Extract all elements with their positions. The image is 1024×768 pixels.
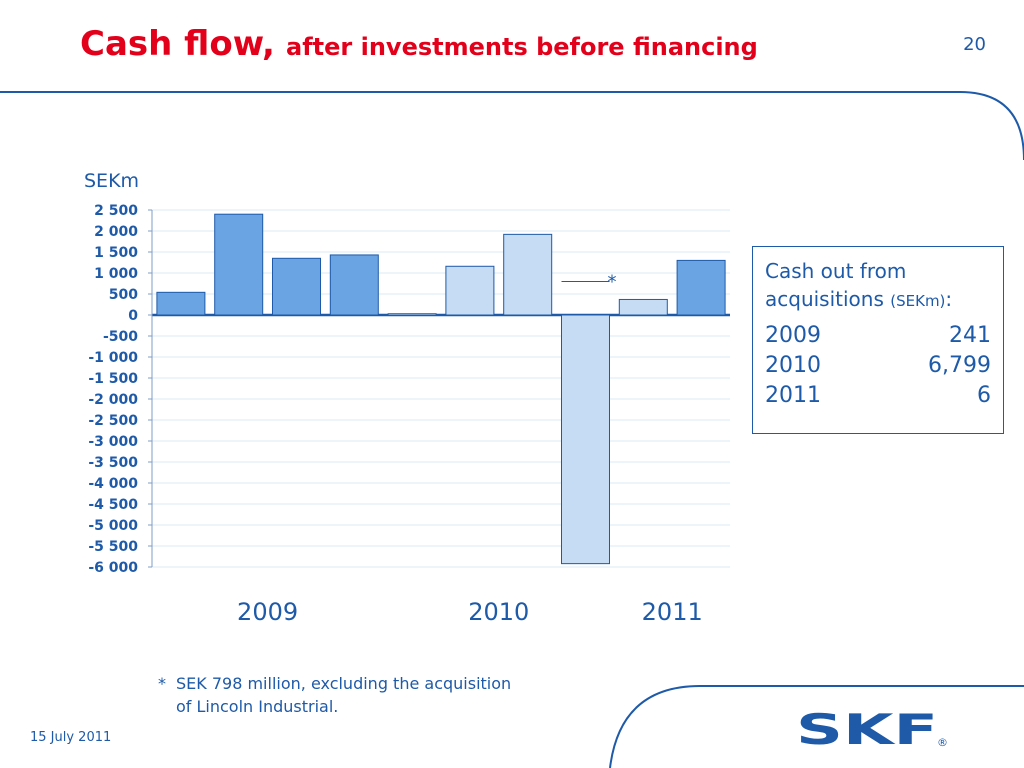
bar xyxy=(329,254,379,316)
y-axis: 2 500 2 000 1 500 1 000 500 0 -500 -1 000 -1 500… xyxy=(88,203,153,576)
y-tick-label: 0 xyxy=(128,308,138,324)
logo-text: SKF xyxy=(796,706,938,750)
page-title: Cash flow, after investments before fina… xyxy=(80,24,758,64)
box-row-2011: 2011 6 xyxy=(765,381,991,411)
box-title-line1: Cash out from xyxy=(765,259,907,283)
box-rows: 2009 241 2010 6,799 2011 6 xyxy=(765,321,991,411)
bar xyxy=(272,257,321,316)
box-row-year: 2009 xyxy=(765,323,821,348)
date-label: 15 July 2011 xyxy=(30,730,112,745)
y-tick-label: -5 500 xyxy=(88,539,138,555)
bar xyxy=(618,298,668,316)
y-tick-label: -1 500 xyxy=(88,371,138,387)
footnote-text1: SEK 798 million, excluding the acquisiti… xyxy=(176,674,512,693)
title-main: Cash flow, xyxy=(80,24,275,64)
bar xyxy=(387,313,437,316)
box-row-value: 6 xyxy=(977,383,991,408)
year-label: 2010 xyxy=(468,598,529,626)
annotation: * xyxy=(561,271,617,292)
bar xyxy=(503,233,553,316)
y-tick-label: -4 500 xyxy=(88,497,138,513)
y-tick-label: 2 000 xyxy=(94,224,138,240)
box-title-line2: acquisitions (SEKm): xyxy=(765,285,991,315)
y-tick-label: -4 000 xyxy=(88,476,138,492)
bar xyxy=(214,213,264,316)
y-tick-label: -3 500 xyxy=(88,455,138,471)
bar xyxy=(561,314,610,565)
skf-logo: SKF ® xyxy=(796,706,948,750)
acquisitions-box: Cash out from acquisitions (SEKm): 2009 … xyxy=(752,246,1004,434)
footnote: * SEK 798 million, excluding the acquisit… xyxy=(158,672,511,718)
title-sub: after investments before financing xyxy=(286,33,758,61)
cash-flow-chart: 2 500 2 000 1 500 1 000 500 0 -500 -1 000 -1 500… xyxy=(88,203,730,626)
bars xyxy=(156,213,726,565)
box-title-word: acquisitions xyxy=(765,287,884,311)
y-tick-label: -6 000 xyxy=(88,560,138,576)
unit-label: SEKm xyxy=(84,170,140,192)
y-tick-label: 2 500 xyxy=(94,203,138,219)
logo-mark: ® xyxy=(937,736,948,749)
box-title-unit: (SEKm) xyxy=(890,292,946,310)
page-number: 20 xyxy=(963,34,986,55)
y-tick-label: -2 000 xyxy=(88,392,138,408)
footnote-line1: * SEK 798 million, excluding the acquisit… xyxy=(158,672,511,695)
y-tick-label: -1 000 xyxy=(88,350,138,366)
y-tick-label: 1 000 xyxy=(94,266,138,282)
y-tick-label: -3 000 xyxy=(88,434,138,450)
footnote-marker: * xyxy=(158,674,166,693)
bar xyxy=(445,265,495,316)
box-title-colon: : xyxy=(945,287,953,311)
year-label: 2011 xyxy=(642,598,703,626)
y-tick-label: -5 000 xyxy=(88,518,138,534)
box-row-2009: 2009 241 xyxy=(765,321,991,351)
year-label: 2009 xyxy=(237,598,298,626)
box-row-value: 6,799 xyxy=(928,353,991,378)
y-tick-label: 1 500 xyxy=(94,245,138,261)
box-title: Cash out from acquisitions (SEKm): xyxy=(765,257,991,315)
y-tick-label: -500 xyxy=(103,329,138,345)
bar xyxy=(156,291,206,316)
footnote-line2: of Lincoln Industrial. xyxy=(176,697,339,716)
box-row-year: 2011 xyxy=(765,383,821,408)
box-row-2010: 2010 6,799 xyxy=(765,351,991,381)
y-tick-label: -2 500 xyxy=(88,413,138,429)
bar xyxy=(676,259,726,316)
box-row-value: 241 xyxy=(949,323,991,348)
annotation-marker: * xyxy=(608,271,617,292)
year-labels: 2009 2010 2011 xyxy=(237,598,703,626)
y-tick-label: 500 xyxy=(109,287,138,303)
box-row-year: 2010 xyxy=(765,353,821,378)
